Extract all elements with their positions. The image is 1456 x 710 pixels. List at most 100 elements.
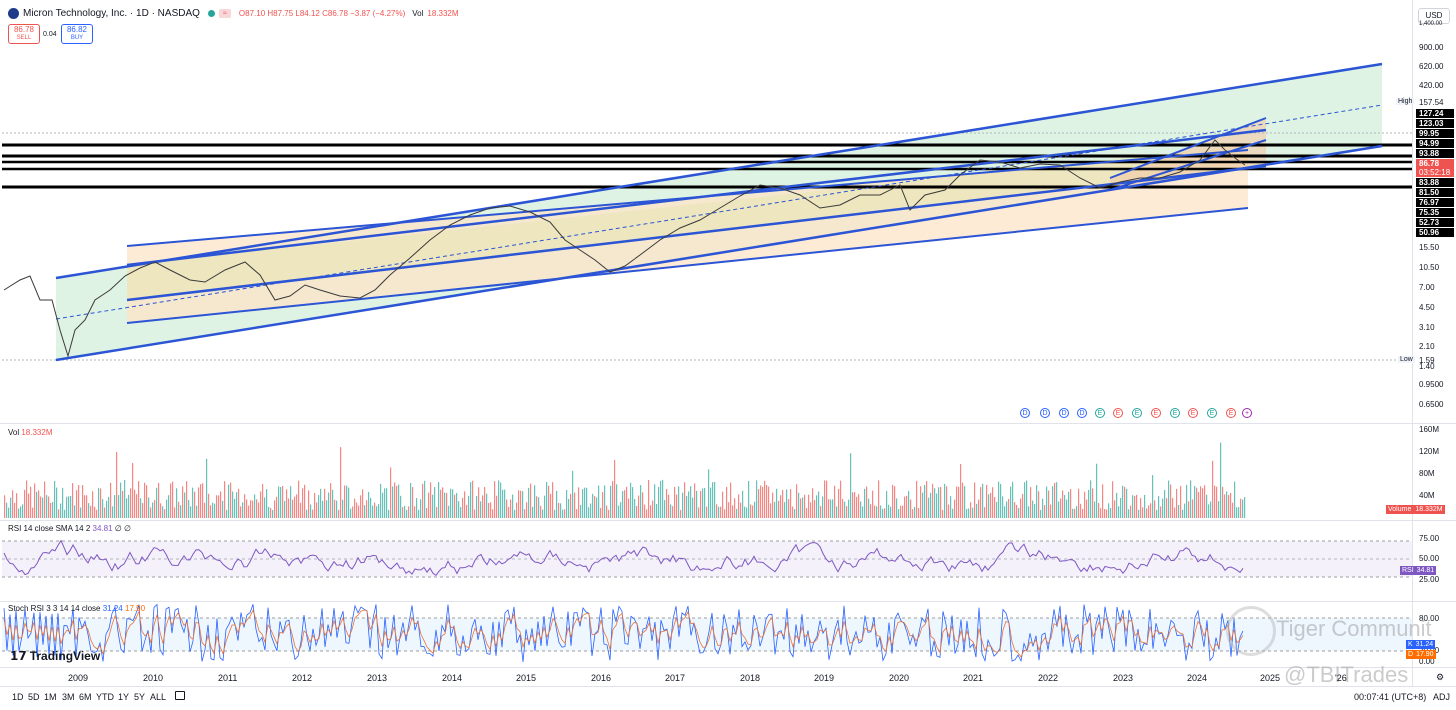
volume-bar bbox=[50, 502, 52, 518]
flag-icon[interactable]: ≈ bbox=[218, 8, 231, 18]
volume-bar bbox=[446, 492, 448, 518]
volume-bar bbox=[786, 489, 788, 518]
more-events-icon[interactable]: + bbox=[1242, 408, 1252, 418]
volume-bar bbox=[646, 509, 648, 518]
price-axis-label: 1,400.00 bbox=[1419, 21, 1443, 27]
volume-legend[interactable]: Vol 18.332M bbox=[8, 428, 53, 437]
earnings-event-icon[interactable]: E bbox=[1132, 408, 1142, 418]
volume-bar bbox=[608, 509, 610, 518]
volume-bar bbox=[1184, 503, 1186, 518]
volume-bar bbox=[670, 504, 672, 518]
adj-toggle[interactable]: ADJ bbox=[1433, 692, 1451, 702]
volume-bar bbox=[920, 486, 922, 518]
rsi-pane-separator[interactable] bbox=[0, 520, 1456, 521]
volume-bar bbox=[484, 486, 486, 518]
price-axis-border bbox=[1412, 0, 1413, 686]
date-range-icon[interactable] bbox=[175, 691, 185, 700]
volume-bar bbox=[806, 508, 808, 518]
dividend-event-icon[interactable]: D bbox=[1040, 408, 1050, 418]
volume-bar bbox=[262, 484, 264, 518]
volume-bar bbox=[598, 485, 600, 518]
timeframe-button-ytd[interactable]: YTD bbox=[96, 692, 114, 702]
volume-bar bbox=[338, 509, 340, 518]
stoch-legend[interactable]: Stoch RSI 3 3 14 14 close 31.24 17.90 bbox=[8, 604, 145, 613]
volume-bar bbox=[334, 499, 336, 518]
volume-bar bbox=[364, 505, 366, 518]
time-axis-label: 2018 bbox=[740, 673, 761, 683]
volume-bar bbox=[1000, 483, 1002, 518]
volume-bar bbox=[1140, 498, 1142, 518]
timeframe-button-all[interactable]: ALL bbox=[150, 692, 167, 702]
volume-bar bbox=[672, 506, 674, 518]
volume-pane-separator[interactable] bbox=[0, 423, 1456, 424]
volume-bar bbox=[964, 486, 966, 518]
settings-gear-icon[interactable]: ⚙ bbox=[1436, 672, 1445, 682]
volume-bar bbox=[680, 509, 682, 518]
dividend-event-icon[interactable]: D bbox=[1020, 408, 1030, 418]
timeframe-button-1y[interactable]: 1Y bbox=[118, 692, 130, 702]
timeframe-button-6m[interactable]: 6M bbox=[79, 692, 92, 702]
currency-selector[interactable]: USD bbox=[1418, 8, 1450, 24]
volume-bar bbox=[1152, 475, 1154, 518]
volume-bar bbox=[1168, 480, 1170, 518]
volume-bar bbox=[1234, 481, 1236, 518]
volume-bar bbox=[272, 509, 274, 518]
stoch-d-tag: D 17.90 bbox=[1406, 650, 1436, 659]
dividend-event-icon[interactable]: D bbox=[1059, 408, 1069, 418]
volume-bar bbox=[1100, 508, 1102, 518]
earnings-event-icon[interactable]: E bbox=[1207, 408, 1217, 418]
earnings-event-icon[interactable]: E bbox=[1113, 408, 1123, 418]
volume-bar bbox=[1060, 498, 1062, 518]
volume-bar bbox=[352, 506, 354, 518]
volume-bar bbox=[252, 500, 254, 518]
volume-bar bbox=[168, 495, 170, 518]
symbol-title[interactable]: Micron Technology, Inc. · 1D · NASDAQ bbox=[23, 7, 200, 19]
stoch-pane-separator[interactable] bbox=[0, 601, 1456, 602]
timeframe-button-5y[interactable]: 5Y bbox=[134, 692, 146, 702]
earnings-event-icon[interactable]: E bbox=[1151, 408, 1161, 418]
earnings-event-icon[interactable]: E bbox=[1188, 408, 1198, 418]
clock-display[interactable]: 00:07:41 (UTC+8) bbox=[1354, 692, 1427, 702]
volume-bar bbox=[954, 499, 956, 518]
timeframe-button-3m[interactable]: 3M bbox=[62, 692, 75, 702]
volume-bar bbox=[996, 501, 998, 518]
volume-bar bbox=[432, 494, 434, 518]
volume-bar bbox=[1146, 508, 1148, 518]
time-axis-label: 2010 bbox=[143, 673, 164, 683]
volume-bar bbox=[536, 496, 538, 518]
earnings-event-icon[interactable]: E bbox=[1170, 408, 1180, 418]
volume-bar bbox=[414, 506, 416, 518]
volume-bar bbox=[504, 489, 506, 518]
volume-bar bbox=[572, 470, 574, 518]
volume-bar bbox=[420, 499, 422, 518]
earnings-event-icon[interactable]: E bbox=[1095, 408, 1105, 418]
volume-bar bbox=[1074, 508, 1076, 518]
volume-bar bbox=[450, 488, 452, 518]
volume-bar bbox=[1244, 497, 1246, 518]
volume-bar bbox=[88, 503, 90, 518]
earnings-event-icon[interactable]: E bbox=[1226, 408, 1236, 418]
volume-bar bbox=[22, 504, 24, 518]
volume-bar bbox=[332, 489, 334, 518]
tradingview-logo[interactable]: 𝟭𝟳 TradingView bbox=[10, 649, 100, 663]
rsi-legend[interactable]: RSI 14 close SMA 14 2 34.81 ∅ ∅ bbox=[8, 524, 131, 533]
volume-bar bbox=[820, 506, 822, 518]
volume-bar bbox=[664, 500, 666, 518]
dividend-event-icon[interactable]: D bbox=[1077, 408, 1087, 418]
sell-button[interactable]: 86.78 SELL bbox=[8, 24, 40, 44]
rsi-series bbox=[3, 539, 1244, 576]
volume-bar bbox=[1194, 486, 1196, 518]
volume-bar bbox=[1008, 498, 1010, 518]
volume-bar bbox=[1062, 490, 1064, 518]
volume-bar bbox=[304, 484, 306, 518]
timeframe-button-5d[interactable]: 5D bbox=[28, 692, 40, 702]
volume-bar bbox=[360, 495, 362, 518]
timeframe-button-1d[interactable]: 1D bbox=[12, 692, 24, 702]
volume-tag-label: Volume bbox=[1388, 506, 1412, 513]
buy-button[interactable]: 86.82 BUY bbox=[61, 24, 93, 44]
rsi-axis-label: 25.00 bbox=[1419, 575, 1440, 584]
volume-bar bbox=[1104, 508, 1106, 518]
timeframe-button-1m[interactable]: 1M bbox=[44, 692, 57, 702]
volume-bar bbox=[44, 481, 46, 518]
